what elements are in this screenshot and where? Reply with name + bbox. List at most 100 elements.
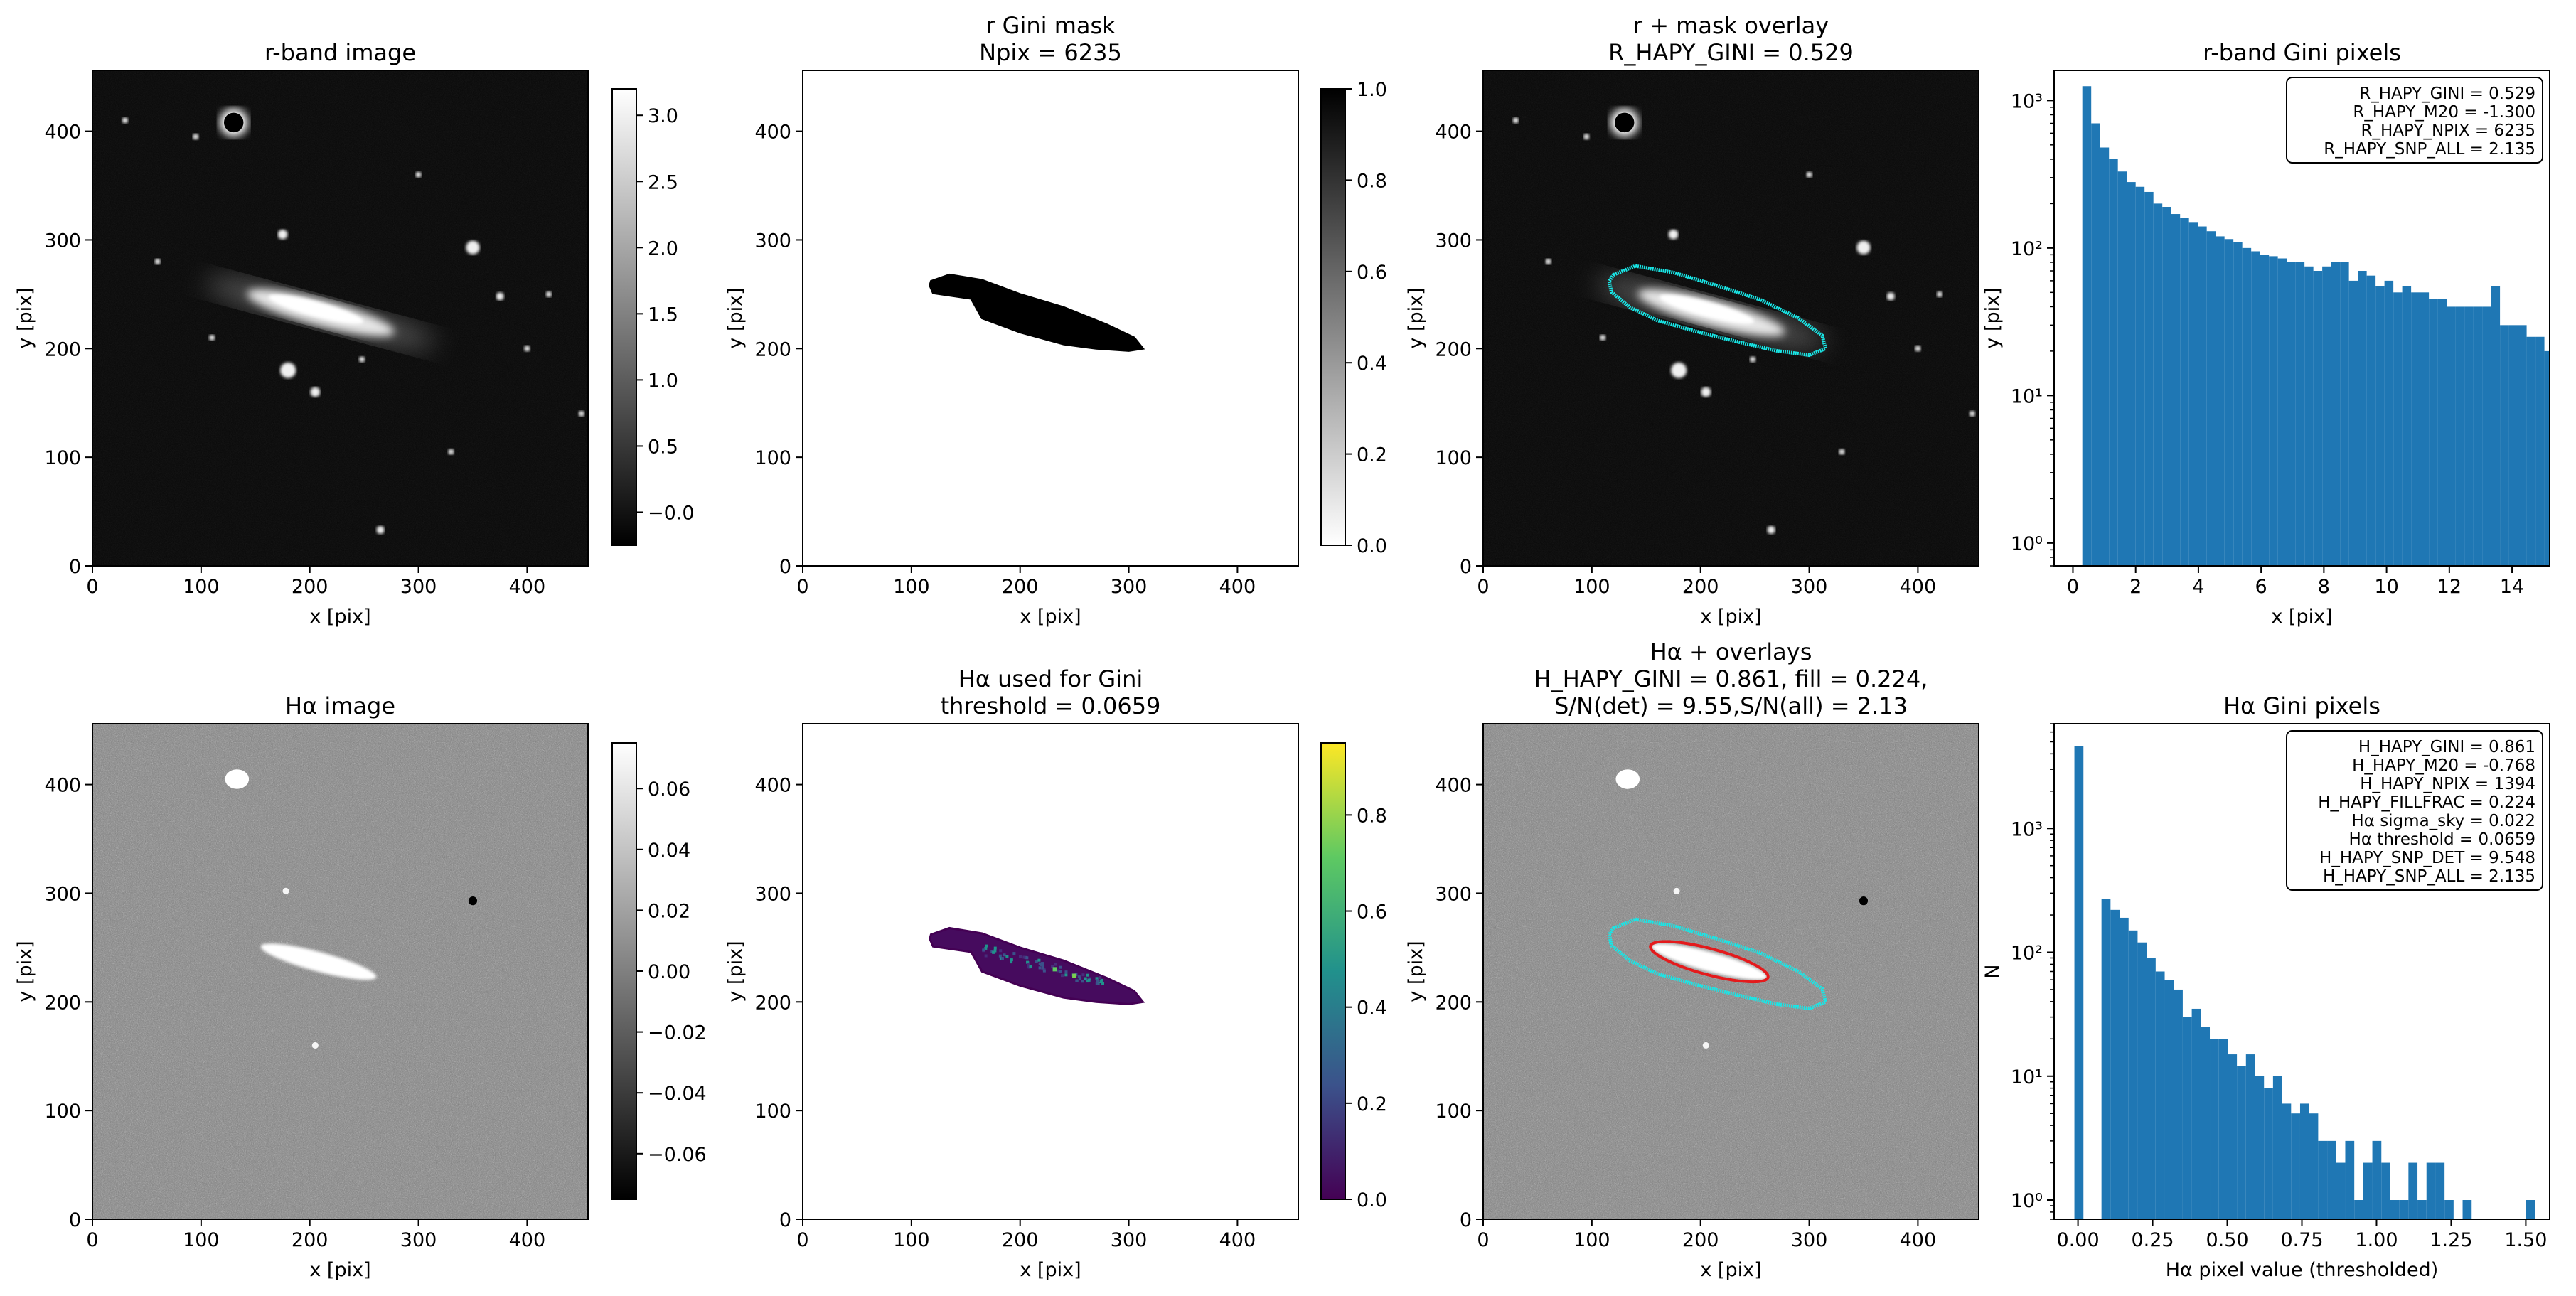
chart-title: Hα + overlays	[1650, 638, 1812, 665]
histogram-bar	[2562, 384, 2572, 567]
star	[277, 229, 288, 240]
pixel	[1005, 955, 1009, 958]
pixel	[1038, 966, 1042, 970]
x-tick-label: 200	[1682, 576, 1719, 598]
histogram-bar	[2345, 1140, 2355, 1219]
histogram-bar	[2164, 980, 2174, 1219]
panel-ha_overlay: 0 100 200 300 400 0 100 200 300 400 x [pix] y [pix]…	[1405, 638, 1979, 1281]
pixel	[1052, 967, 1057, 972]
panel-r_mask: 0 100 200 300 400 0 100 200 300 400 x [pix] y [pix]…	[725, 12, 1387, 628]
pixel	[1042, 966, 1045, 970]
y-tick-label: 400	[754, 775, 791, 797]
colorbar-tick-label: 0.6	[1357, 901, 1387, 923]
y-tick-label: 100	[754, 447, 791, 469]
pixel	[1029, 965, 1032, 968]
histogram-bar	[2277, 258, 2287, 566]
histogram-bar	[2128, 930, 2138, 1219]
star	[1701, 387, 1711, 397]
y-axis-label: y [pix]	[14, 941, 36, 1002]
x-tick-label: 4	[2192, 576, 2204, 598]
histogram-bar	[2340, 262, 2349, 566]
y-tick-label: 400	[754, 122, 791, 144]
y-axis-label: N	[1982, 964, 2004, 978]
stats-line: R_HAPY_NPIX = 6235	[2361, 122, 2535, 140]
y-axis-label: y [pix]	[725, 287, 747, 348]
histogram-bar	[2571, 395, 2576, 567]
pixel	[984, 954, 988, 958]
chart-title: r-band image	[264, 39, 416, 66]
panel-ha_image: 0 100 200 300 400 0 100 200 300 400 x [pix] y [pix]…	[14, 692, 707, 1281]
x-tick-label: 100	[893, 1229, 930, 1251]
y-tick-label: 0	[779, 556, 791, 578]
histogram-bar	[2372, 1140, 2382, 1219]
pixel	[1081, 980, 1084, 983]
histogram-bar	[2287, 262, 2296, 566]
pixel	[1100, 978, 1103, 982]
histogram-bar	[2110, 909, 2120, 1219]
histogram-bar	[2322, 266, 2331, 566]
histogram-bar	[2251, 251, 2260, 566]
colorbar	[1320, 88, 1346, 546]
star	[1856, 240, 1871, 255]
star-residual	[1702, 1041, 1709, 1049]
pixel	[1088, 977, 1091, 980]
histogram-bar	[2518, 325, 2527, 566]
histogram-bar	[2354, 1200, 2363, 1219]
histogram-bar	[2473, 306, 2483, 566]
histogram-bar	[2444, 1200, 2454, 1219]
histogram-bar	[2327, 1140, 2336, 1219]
pixel	[985, 944, 988, 948]
star	[1545, 258, 1551, 265]
star	[448, 449, 454, 455]
histogram-bar	[2417, 1200, 2427, 1219]
histogram-bar	[2390, 1200, 2400, 1219]
colorbar-tick-label: 0.5	[648, 436, 678, 458]
histogram-bar	[2491, 286, 2501, 566]
y-tick-label: 300	[754, 230, 791, 252]
histogram-bar	[2264, 1088, 2273, 1219]
star-residual	[311, 1041, 319, 1049]
histogram-bar	[2508, 325, 2518, 566]
pixel	[1035, 960, 1038, 964]
colorbar-tick-label: 1.0	[1357, 79, 1387, 101]
star	[209, 334, 215, 341]
histogram-bar	[2381, 1162, 2390, 1219]
colorbar-tick-label: 0.06	[648, 778, 690, 800]
x-tick-label: 0.50	[2206, 1229, 2248, 1251]
x-axis-label: x [pix]	[309, 606, 370, 628]
star	[1839, 449, 1845, 455]
histogram-bar	[2144, 191, 2154, 566]
gini-mask	[929, 273, 1145, 352]
colorbar-tick-label: 3.0	[648, 105, 678, 127]
pixel	[1075, 979, 1079, 982]
colorbar-tick-label: −0.06	[648, 1144, 707, 1166]
y-tick-label: 400	[44, 122, 81, 144]
gini-mask	[929, 926, 1145, 1005]
y-tick-label: 200	[44, 992, 81, 1014]
histogram-bar	[2162, 207, 2171, 566]
histogram-bar	[2571, 1200, 2576, 1221]
axes-frame	[1482, 723, 1979, 1220]
star	[1671, 362, 1687, 378]
histogram-bar	[2291, 1113, 2300, 1219]
pixel	[992, 950, 995, 954]
star	[1512, 117, 1519, 124]
y-tick-label: 10¹	[2011, 385, 2043, 407]
y-tick-label: 10⁰	[2011, 1190, 2043, 1212]
x-tick-label: 0	[796, 576, 808, 598]
y-tick-label: 0	[1460, 556, 1472, 578]
histogram-bar	[2363, 1162, 2373, 1219]
histogram-bar	[2309, 1113, 2319, 1219]
chart-title: R_HAPY_GINI = 0.529	[1608, 39, 1854, 66]
star	[1767, 526, 1775, 535]
pixel	[1084, 977, 1087, 980]
star	[280, 362, 296, 378]
colorbar-tick-label: 0.4	[1357, 353, 1387, 375]
stats-line: R_HAPY_GINI = 0.529	[2359, 85, 2535, 103]
histogram-bar	[2210, 1039, 2219, 1219]
y-tick-label: 100	[1435, 447, 1472, 469]
x-tick-label: 300	[1791, 1229, 1828, 1251]
x-axis-label: x [pix]	[2271, 606, 2332, 628]
histogram-bar	[2447, 306, 2456, 566]
